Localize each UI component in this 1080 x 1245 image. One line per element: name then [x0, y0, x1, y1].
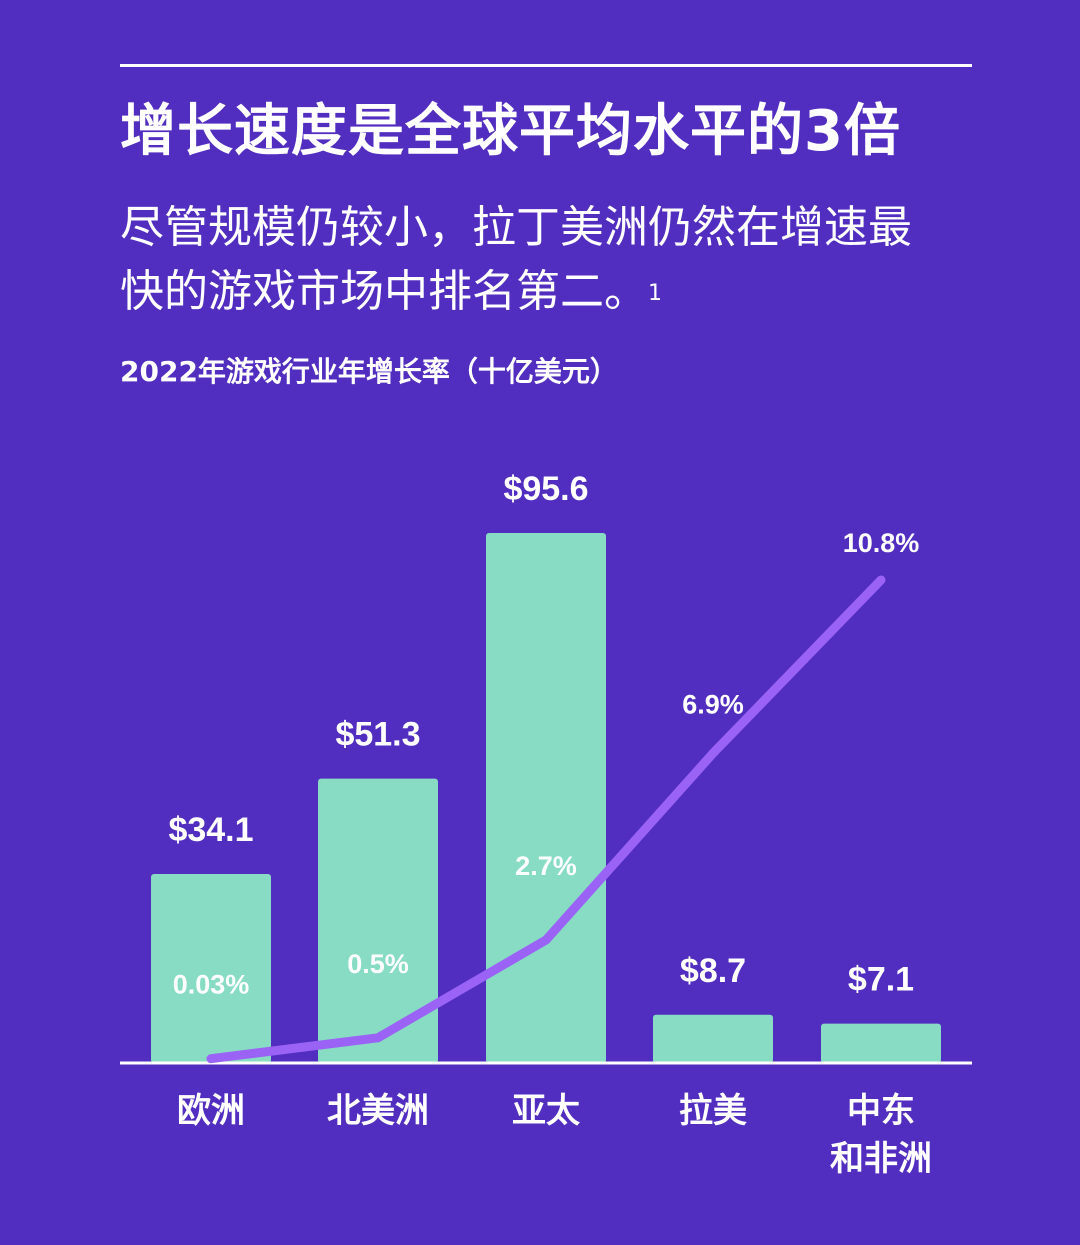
bar-value-label-mea: $7.1: [848, 961, 914, 999]
bar-europe: [151, 873, 271, 1063]
category-label-north-america: 北美洲: [327, 1091, 429, 1131]
category-label-line: 和非洲: [830, 1139, 932, 1179]
top-rule: [120, 64, 972, 67]
bar-asia-pacific: [486, 533, 606, 1063]
category-label-latin-america: 拉美: [679, 1091, 747, 1131]
bars-layer: [151, 533, 941, 1063]
bar-value-label-north-america: $51.3: [335, 716, 420, 754]
footnote-marker: 1: [648, 281, 662, 306]
bar-mea: [821, 1023, 941, 1063]
category-label-line: 北美洲: [327, 1091, 429, 1131]
subheadline: 尽管规模仍较小，拉丁美洲仍然在增速最快的游戏市场中排名第二。1: [120, 196, 920, 324]
chart-title: 2022年游戏行业年增长率（十亿美元）: [120, 355, 618, 388]
growth-rate-label-latin-america: 6.9%: [682, 689, 744, 719]
growth-rate-label-europe: 0.03%: [173, 970, 250, 1000]
growth-rate-label-north-america: 0.5%: [347, 949, 409, 979]
category-label-asia-pacific: 亚太: [512, 1091, 580, 1131]
bar-north-america: [318, 778, 438, 1063]
growth-rate-label-mea: 10.8%: [843, 528, 920, 558]
category-label-europe: 欧洲: [177, 1091, 245, 1131]
category-label-line: 欧洲: [177, 1091, 245, 1131]
category-label-line: 中东: [847, 1091, 915, 1131]
category-label-line: 亚太: [512, 1091, 580, 1131]
bar-value-label-latin-america: $8.7: [680, 952, 746, 990]
growth-rate-label-asia-pacific: 2.7%: [515, 851, 577, 881]
labels-layer: $34.1 $51.3 $95.6 $8.7 $7.1 0.03% 0.5% 2.7% 6.9%…: [168, 470, 932, 1179]
subheadline-text: 尽管规模仍较小，拉丁美洲仍然在增速最快的游戏市场中排名第二。: [120, 202, 912, 317]
category-label-line: 拉美: [679, 1091, 747, 1131]
bar-value-label-asia-pacific: $95.6: [503, 470, 588, 508]
headline: 增长速度是全球平均水平的3倍: [120, 99, 901, 164]
category-label-mea: 中东和非洲: [830, 1091, 932, 1179]
bar-value-label-europe: $34.1: [168, 811, 253, 849]
bar-latin-america: [653, 1014, 773, 1063]
growth-rate-line: [206, 575, 886, 1064]
